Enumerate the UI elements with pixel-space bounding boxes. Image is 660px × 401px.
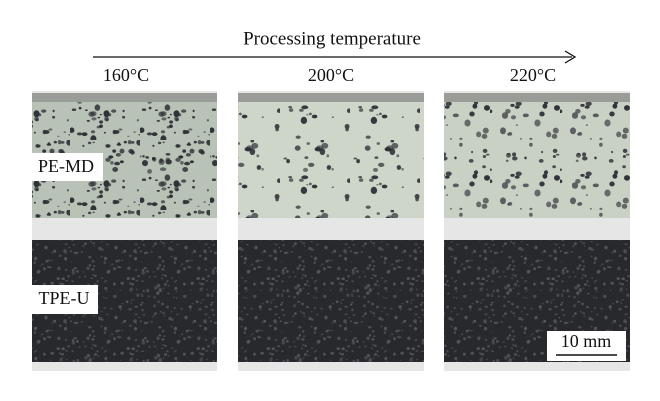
scale-box (547, 331, 626, 361)
column-label: 200°C (308, 65, 354, 85)
column-label: 160°C (103, 65, 149, 85)
label-box (30, 153, 103, 181)
sample-edge (444, 93, 630, 102)
sample-edge (32, 93, 217, 102)
sample-edge (238, 93, 424, 102)
tpe-u-sample (238, 240, 424, 362)
label-box (30, 285, 98, 314)
arrow-head (564, 50, 577, 64)
row-label: PE-MD (38, 156, 94, 176)
pe-md-sample (238, 102, 424, 218)
pe-md-sample (444, 102, 630, 218)
column-label: 220°C (510, 65, 556, 85)
scale-label: 10 mm (561, 331, 612, 351)
row-label: TPE-U (39, 288, 90, 308)
axis-title: Processing temperature (243, 28, 421, 49)
panels (32, 91, 630, 371)
